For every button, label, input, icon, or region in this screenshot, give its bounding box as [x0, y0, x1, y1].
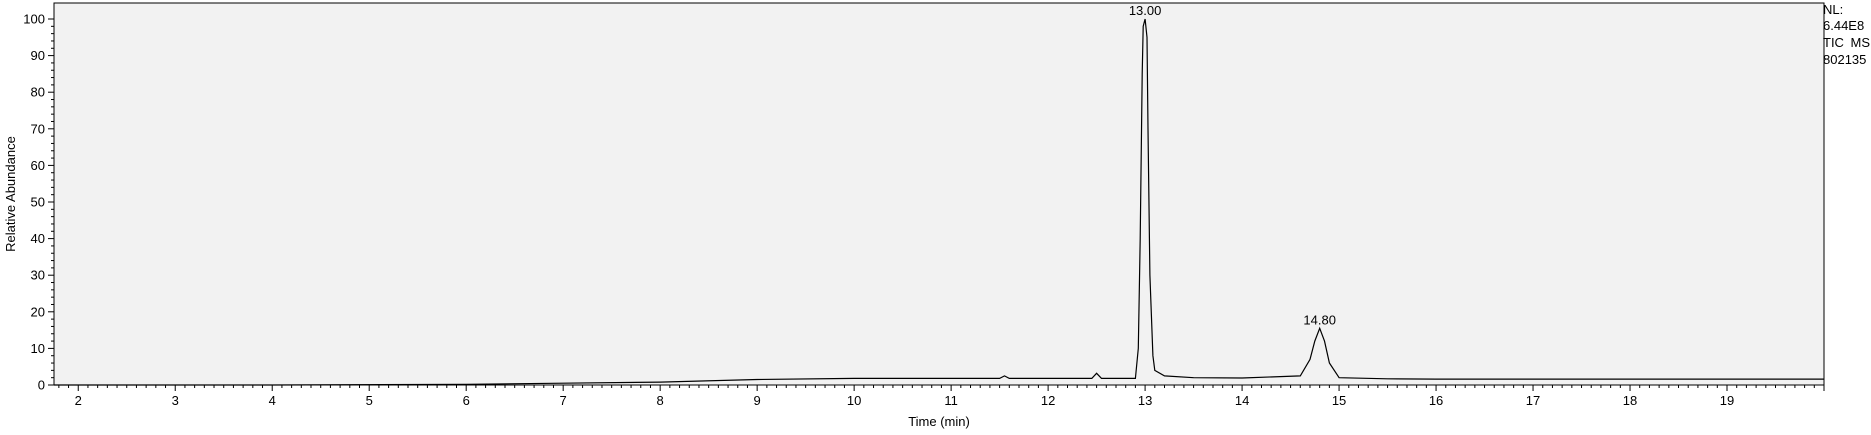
- y-tick-label: 50: [31, 195, 45, 210]
- x-tick-label: 16: [1429, 393, 1443, 408]
- peak-label: 14.80: [1303, 312, 1336, 327]
- peak-label: 13.00: [1129, 3, 1162, 18]
- x-axis-title: Time (min): [908, 414, 970, 429]
- x-tick-label: 14: [1235, 393, 1249, 408]
- y-tick-label: 80: [31, 85, 45, 100]
- info-nl-value: 6.44E8: [1823, 18, 1865, 33]
- x-tick-label: 3: [172, 393, 179, 408]
- y-tick-label: 90: [31, 48, 45, 63]
- x-tick-label: 4: [269, 393, 276, 408]
- y-tick-label: 70: [31, 121, 45, 136]
- y-tick-label: 40: [31, 231, 45, 246]
- x-axis: 2 3 4 5 6 7 8 9 10 11 12 13 14 15 16 17 18 19: [58, 385, 1825, 408]
- y-axis: 0 10 20 30 40 50 60 70 80 90 100: [23, 12, 54, 393]
- x-tick-label: 18: [1623, 393, 1637, 408]
- x-tick-label: 13: [1138, 393, 1152, 408]
- info-file-id: 802135: [1823, 52, 1867, 67]
- info-scan-type: TIC MS: [1823, 35, 1871, 50]
- x-tick-label: 2: [75, 393, 82, 408]
- y-tick-label: 0: [38, 378, 45, 393]
- y-tick-label: 10: [31, 341, 45, 356]
- x-tick-label: 11: [944, 393, 958, 408]
- x-tick-label: 9: [754, 393, 761, 408]
- x-tick-label: 12: [1041, 393, 1055, 408]
- x-tick-label: 17: [1526, 393, 1540, 408]
- x-tick-label: 8: [657, 393, 664, 408]
- peak-annotations: 13.00 14.80: [1129, 3, 1336, 327]
- x-tick-label: 6: [463, 393, 470, 408]
- x-tick-label: 19: [1720, 393, 1734, 408]
- y-tick-label: 100: [23, 12, 45, 27]
- info-nl-label: NL:: [1823, 2, 1844, 17]
- y-axis-title: Relative Abundance: [3, 136, 18, 252]
- y-tick-label: 20: [31, 304, 45, 319]
- x-tick-label: 15: [1332, 393, 1346, 408]
- x-tick-label: 7: [560, 393, 567, 408]
- x-tick-label: 5: [366, 393, 373, 408]
- y-tick-label: 60: [31, 158, 45, 173]
- x-tick-label: 10: [847, 393, 861, 408]
- plot-area: [53, 2, 1825, 386]
- tic-trace: [54, 18, 1824, 386]
- y-tick-label: 30: [31, 268, 45, 283]
